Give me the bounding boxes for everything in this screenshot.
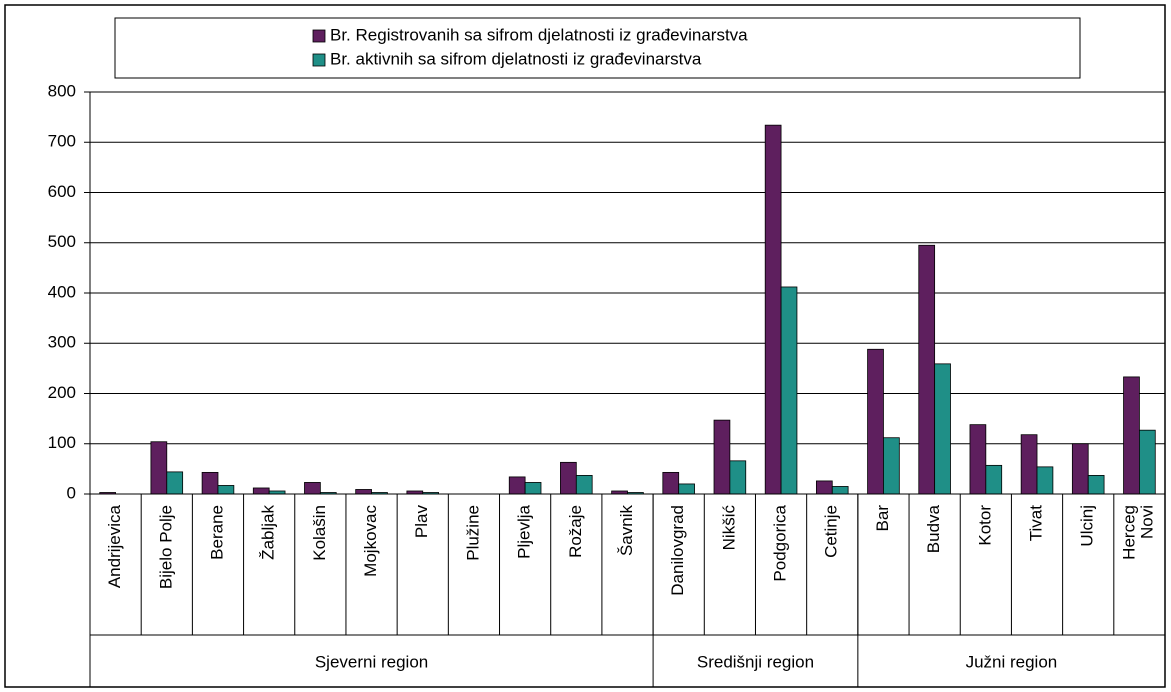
bar	[252, 487, 270, 495]
x-tick-label: Bijelo Polje	[156, 505, 175, 589]
legend-swatch	[312, 29, 326, 43]
x-tick-label: Cetinje	[822, 505, 841, 558]
bar	[1139, 429, 1156, 495]
x-tick-label: Nikšić	[719, 505, 738, 551]
bar	[304, 482, 321, 495]
x-tick-label: Kolašin	[310, 505, 329, 561]
x-tick-label: Rožaje	[566, 505, 585, 558]
group-label: Sjeverni region	[315, 652, 428, 671]
legend-swatch	[312, 53, 326, 67]
bar	[867, 348, 884, 495]
x-tick-label: Šavnik	[617, 505, 636, 557]
bar	[1036, 466, 1054, 495]
chart-frame	[4, 4, 1166, 688]
bar	[575, 475, 593, 495]
bar	[1071, 443, 1089, 495]
y-tick-label: 300	[48, 333, 76, 352]
x-tick-label: Podgorica	[771, 504, 790, 581]
bar	[815, 480, 833, 495]
legend-label: Br. aktivnih sa sifrom djelatnosti iz gr…	[330, 49, 702, 68]
y-tick-label: 800	[48, 81, 76, 100]
bar	[1123, 376, 1140, 495]
x-tick-label: Tivat	[1027, 505, 1046, 541]
legend-label: Br. Registrovanih sa sifrom djelatnosti …	[330, 25, 748, 44]
bar	[934, 363, 951, 495]
bar	[764, 124, 782, 495]
bar	[1020, 434, 1038, 495]
bar	[355, 489, 372, 495]
bar	[560, 461, 577, 495]
y-tick-label: 100	[48, 433, 76, 452]
y-tick-label: 0	[67, 483, 76, 502]
x-tick-label: Budva	[924, 504, 943, 553]
bar	[883, 437, 900, 495]
x-tick-label: Kotor	[975, 505, 994, 546]
x-tick-label: Danilovgrad	[668, 505, 687, 596]
bar	[662, 471, 680, 495]
group-label: Središnji region	[697, 652, 814, 671]
legend-box	[114, 17, 1081, 79]
bar	[508, 476, 526, 495]
bar	[678, 483, 695, 495]
bar	[201, 471, 219, 495]
bar	[217, 485, 235, 495]
x-tick-label: Bar	[873, 505, 892, 532]
bar	[150, 441, 168, 495]
x-tick-label: HercegNovi	[1120, 505, 1157, 560]
y-tick-label: 600	[48, 182, 76, 201]
x-tick-label: Plužine	[463, 505, 482, 561]
x-tick-label: Ulcinj	[1078, 505, 1097, 547]
x-tick-label: Plav	[412, 505, 431, 539]
bar	[969, 424, 987, 495]
x-tick-label: Žabljak	[259, 505, 278, 560]
bar	[1087, 475, 1105, 495]
x-tick-label: Mojkovac	[361, 505, 380, 577]
bar	[729, 460, 747, 495]
y-tick-label: 400	[48, 282, 76, 301]
bar	[831, 486, 849, 495]
bar	[713, 419, 731, 495]
y-tick-label: 500	[48, 232, 76, 251]
x-tick-label: Berane	[207, 505, 226, 560]
bar	[918, 244, 936, 495]
bar	[166, 471, 184, 495]
bar	[985, 464, 1003, 495]
bar	[524, 482, 542, 495]
bar	[780, 286, 798, 495]
y-tick-label: 200	[48, 383, 76, 402]
y-tick-label: 700	[48, 132, 76, 151]
x-tick-label: Pljevlja	[515, 504, 534, 558]
group-label: Južni region	[966, 652, 1058, 671]
x-tick-label: Andrijevica	[105, 504, 124, 588]
